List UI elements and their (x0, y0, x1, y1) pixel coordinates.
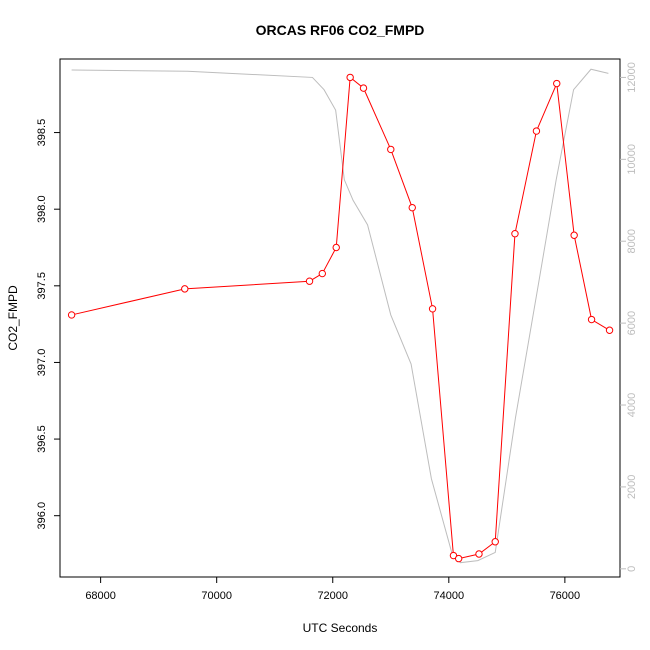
co2-data-point (587, 315, 596, 324)
co2-data-point (428, 305, 437, 313)
x-tick-label: 72000 (317, 590, 348, 602)
co2-series-line (71, 76, 610, 560)
co2-data-point (605, 326, 614, 334)
y2-tick-label: 12000 (626, 62, 638, 93)
y-axis-label: CO2_FMPD (6, 285, 20, 351)
y2-tick-label: 8000 (626, 229, 638, 253)
co2-data-point (387, 145, 395, 154)
co2-data-point (332, 243, 340, 252)
co2-data-point (408, 203, 416, 212)
co2-data-point (511, 230, 519, 238)
y2-tick-label: 4000 (626, 393, 638, 417)
co2-data-point (181, 285, 189, 293)
plot-frame (59, 58, 621, 578)
y-tick-label: 398.0 (36, 195, 48, 223)
co2-data-point (475, 550, 483, 558)
y2-tick-label: 2000 (626, 475, 638, 499)
co2-data-point (570, 231, 578, 239)
y-tick-label: 396.5 (36, 425, 48, 453)
x-tick-label: 70000 (201, 590, 232, 602)
y2-tick-label: 10000 (626, 144, 638, 175)
co2-data-point (359, 84, 368, 92)
co2-data-point (305, 277, 314, 285)
y2-tick-label: 6000 (626, 311, 638, 335)
y-tick-label: 398.5 (36, 119, 48, 147)
y-tick-label: 397.5 (36, 272, 48, 300)
co2-data-point (67, 311, 76, 319)
gray-series-line (71, 68, 609, 564)
y2-tick-label: 0 (626, 566, 638, 572)
co2-data-point (454, 554, 463, 563)
co2-data-point (553, 79, 561, 88)
y-tick-label: 396.0 (36, 502, 48, 530)
x-tick-label: 68000 (85, 590, 116, 602)
co2-data-point (346, 73, 354, 82)
chart-title: ORCAS RF06 CO2_FMPD (256, 22, 425, 38)
co2-data-point (491, 538, 499, 546)
x-axis-label: UTC Seconds (303, 621, 378, 635)
y-tick-label: 397.0 (36, 349, 48, 377)
x-tick-label: 74000 (434, 590, 465, 602)
co2-data-point (532, 127, 541, 135)
x-tick-label: 76000 (550, 590, 581, 602)
co2-data-point (318, 269, 327, 278)
